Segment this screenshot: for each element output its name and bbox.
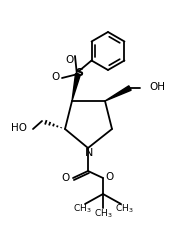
Text: CH$_3$: CH$_3$ bbox=[115, 203, 133, 215]
Text: O: O bbox=[62, 173, 70, 183]
Text: O: O bbox=[65, 55, 73, 65]
Text: O: O bbox=[106, 172, 114, 182]
Text: N: N bbox=[85, 148, 93, 158]
Text: CH$_3$: CH$_3$ bbox=[73, 203, 91, 215]
Text: S: S bbox=[75, 68, 83, 78]
Polygon shape bbox=[72, 73, 80, 101]
Text: O: O bbox=[51, 72, 59, 82]
Text: CH$_3$: CH$_3$ bbox=[94, 208, 112, 220]
Text: OH: OH bbox=[149, 82, 165, 92]
Text: HO: HO bbox=[11, 123, 27, 133]
Polygon shape bbox=[105, 86, 131, 101]
